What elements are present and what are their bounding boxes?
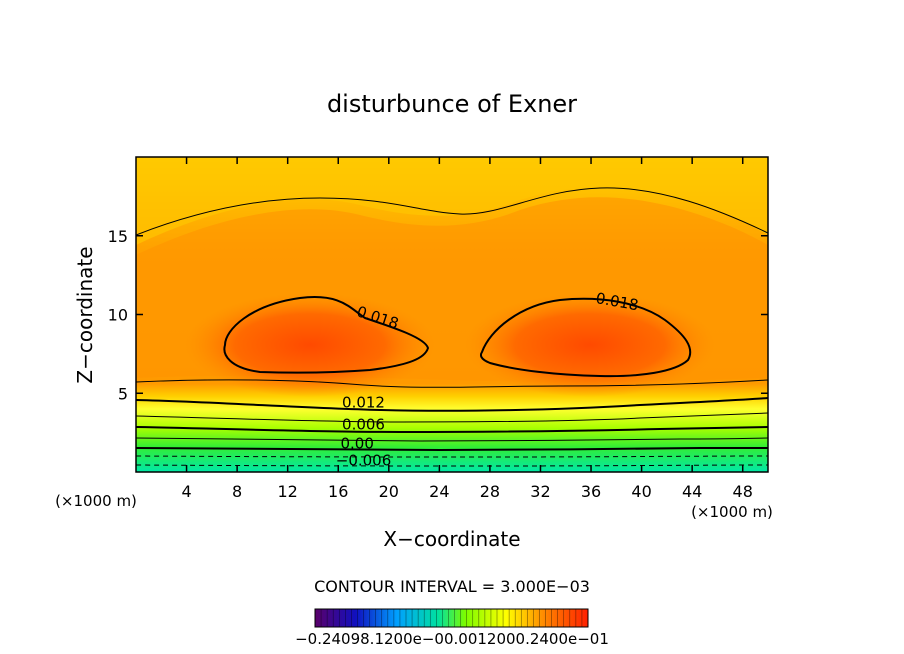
contour-0.009: [136, 412, 768, 423]
colorbar: −0.24098.1200e−00.0012000.2400e−01: [295, 608, 609, 648]
contour-upper: [136, 187, 768, 236]
x-tick-label: 36: [581, 482, 601, 501]
plot-area: [136, 157, 768, 472]
contour-lines: [136, 187, 768, 467]
upper-band: [136, 157, 768, 245]
contour-label-text: −0.006: [336, 452, 392, 470]
x-unit-left: (×1000 m): [55, 492, 137, 510]
x-tick-label: 40: [631, 482, 651, 501]
x-tick-label: 44: [682, 482, 702, 501]
x-tick-label: 24: [429, 482, 449, 501]
chart-title: disturbunce of Exner: [327, 90, 577, 118]
colorbar-frame: [314, 608, 589, 628]
contour-0.018-right: [480, 297, 692, 378]
contour-label: 0.006: [342, 415, 385, 433]
contour-0.018-left: [223, 296, 430, 374]
contour-neg-0.003: [136, 455, 768, 458]
x-axis-label: X−coordinate: [383, 527, 520, 551]
contour-label-text: 0.006: [342, 415, 385, 433]
colorbar-stripes: [320, 609, 583, 627]
x-tick-label: 12: [278, 482, 298, 501]
x-tick-label: 20: [379, 482, 399, 501]
y-tick-label: 15: [108, 227, 128, 246]
contour-0.012: [136, 397, 768, 412]
contour-0.00: [136, 446, 768, 452]
y-tick-label: 10: [108, 306, 128, 325]
y-tick-label: 5: [118, 384, 128, 403]
x-tick-label: 28: [480, 482, 500, 501]
x-tick-label: 32: [530, 482, 550, 501]
contour-0.015: [136, 379, 768, 388]
x-tick-label: 16: [328, 482, 348, 501]
x-tick-label: 48: [733, 482, 753, 501]
contour-label-text: 0.00: [340, 434, 373, 452]
contour-label: −0.006: [336, 452, 392, 470]
contour-0.006: [136, 426, 768, 434]
colorbar-tick-labels: −0.24098.1200e−00.0012000.2400e−01: [295, 630, 609, 648]
contour-label: 0.012: [342, 393, 385, 411]
contour-label-text: 0.012: [342, 393, 385, 411]
y-axis-label: Z−coordinate: [73, 246, 97, 383]
x-unit-right: (×1000 m): [691, 503, 773, 521]
contour-label: 0.00: [340, 434, 373, 452]
contour-interval-text: CONTOUR INTERVAL = 3.000E−03: [314, 577, 590, 596]
colorbar-gradient: [315, 609, 588, 627]
x-tick-label: 4: [181, 482, 191, 501]
left-maximum: [185, 293, 435, 397]
right-maximum: [465, 293, 715, 397]
contour-neg-0.006: [136, 464, 768, 467]
x-tick-label: 8: [232, 482, 242, 501]
